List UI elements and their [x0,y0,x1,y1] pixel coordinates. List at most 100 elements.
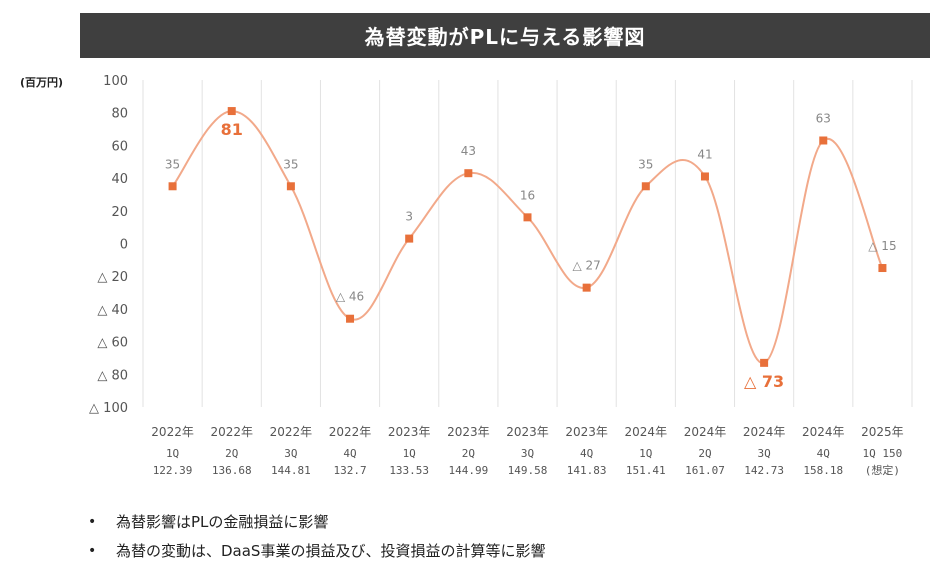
x-tick-rate: 144.81 [271,464,311,477]
x-tick-rate: 142.73 [744,464,784,477]
data-point [819,136,828,145]
x-tick-quarter: 4Q [580,447,593,460]
y-tick-label: 0 [120,238,128,253]
y-tick-label: △ 40 [97,303,128,318]
x-tick-year: 2023年 [447,425,490,439]
chart-title: 為替変動がPLに与える影響図 [80,13,930,58]
x-tick-note: (想定) [865,463,900,477]
x-tick-rate: 141.83 [567,464,607,477]
unit-label: (百万円) [20,76,64,89]
x-tick-label: 2024年 3Q 142.73 [743,425,786,477]
x-tick-rate: 136.68 [212,464,252,477]
data-point [582,283,591,292]
x-tick-label: 2022年 3Q 144.81 [270,425,313,477]
y-tick-label: △ 80 [97,368,128,383]
x-tick-label: 2025年 1Q 150 (想定) [861,425,904,477]
bullet-item: • 為替影響はPLの金融損益に影響 [88,508,545,537]
x-tick-year: 2022年 [210,425,253,439]
bullet-item: • 為替の変動は、DaaS事業の損益及び、投資損益の計算等に影響 [88,537,545,566]
data-point [641,182,650,191]
x-tick-label: 2023年 3Q 149.58 [506,425,549,477]
data-point [700,172,709,181]
bullet-text: 為替の変動は、DaaS事業の損益及び、投資損益の計算等に影響 [116,542,546,560]
bullet-dot: • [88,514,97,530]
data-point [405,234,414,243]
x-tick-label: 2024年 1Q 151.41 [625,425,668,477]
data-label: 43 [461,144,476,158]
x-tick-year: 2024年 [743,425,786,439]
x-tick-rate: 158.18 [803,464,843,477]
y-tick-label: △ 20 [97,270,128,285]
x-tick-rate: 122.39 [153,464,193,477]
x-tick-rate: 133.53 [389,464,429,477]
x-tick-label: 2023年 2Q 144.99 [447,425,490,477]
data-label: 41 [697,147,712,161]
x-tick-label: 2022年 1Q 122.39 [151,425,194,477]
data-label: 81 [221,120,243,139]
data-label: △ 15 [868,239,896,253]
x-tick-rate: 161.07 [685,464,725,477]
series-line [171,110,884,364]
y-tick-label: 60 [111,139,128,154]
y-tick-label: 40 [111,172,128,187]
x-tick-rate: 149.58 [508,464,548,477]
x-tick-year: 2023年 [388,425,431,439]
data-label: 35 [283,157,298,171]
x-tick-quarter: 4Q [343,447,356,460]
x-tick-rate: 151.41 [626,464,666,477]
x-tick-quarter: 3Q [521,447,534,460]
x-tick-quarter: 1Q [166,447,179,460]
x-tick-year: 2024年 [802,425,845,439]
data-point [346,314,355,323]
data-label: 35 [638,157,653,171]
x-tick-quarter-rate: 1Q 150 [863,447,903,460]
x-tick-quarter: 3Q [757,447,770,460]
data-label: △ 46 [336,290,364,304]
x-tick-label: 2024年 4Q 158.18 [802,425,845,477]
data-point [168,182,177,191]
data-label: 63 [816,111,831,125]
x-tick-label: 2024年 2Q 161.07 [684,425,727,477]
x-tick-year: 2023年 [565,425,608,439]
x-tick-label: 2023年 1Q 133.53 [388,425,431,477]
data-label: 35 [165,157,180,171]
x-tick-quarter: 3Q [284,447,297,460]
bullet-dot: • [88,543,97,559]
x-tick-quarter: 2Q [698,447,711,460]
data-point [760,358,769,367]
data-label: 3 [405,210,413,224]
data-point [227,107,236,116]
x-tick-year: 2024年 [625,425,668,439]
data-label: △ 27 [572,259,600,273]
x-tick-label: 2022年 4Q 132.7 [329,425,372,477]
y-tick-label: 20 [111,205,128,220]
x-tick-year: 2022年 [151,425,194,439]
x-tick-quarter: 1Q [639,447,652,460]
x-tick-quarter: 4Q [817,447,830,460]
data-label: 16 [520,188,535,202]
data-point [286,182,295,191]
y-tick-label: △ 100 [89,401,128,416]
x-tick-rate: 144.99 [448,464,488,477]
y-tick-label: 100 [103,74,128,89]
x-tick-year: 2024年 [684,425,727,439]
fx-impact-line-chart: 100 80 60 40 20 0 △ 20 △ 40 △ 60 △ 80 △ 100 2022年 1… [89,74,913,477]
bullet-list: • 為替影響はPLの金融損益に影響 • 為替の変動は、DaaS事業の損益及び、投資損… [88,508,545,566]
x-tick-quarter: 2Q [462,447,475,460]
x-tick-year: 2022年 [270,425,313,439]
y-tick-label: △ 60 [97,336,128,351]
x-tick-year: 2022年 [329,425,372,439]
x-tick-label: 2023年 4Q 141.83 [565,425,608,477]
data-point [878,264,887,273]
x-tick-year: 2023年 [506,425,549,439]
bullet-text: 為替影響はPLの金融損益に影響 [116,513,329,531]
x-tick-year: 2025年 [861,425,904,439]
x-tick-quarter: 2Q [225,447,238,460]
data-point [464,169,473,178]
y-tick-label: 80 [111,107,128,122]
x-tick-rate: 132.7 [333,464,366,477]
data-label: △ 73 [744,372,784,391]
x-tick-label: 2022年 2Q 136.68 [210,425,253,477]
data-point [523,213,532,222]
x-tick-quarter: 1Q [403,447,416,460]
